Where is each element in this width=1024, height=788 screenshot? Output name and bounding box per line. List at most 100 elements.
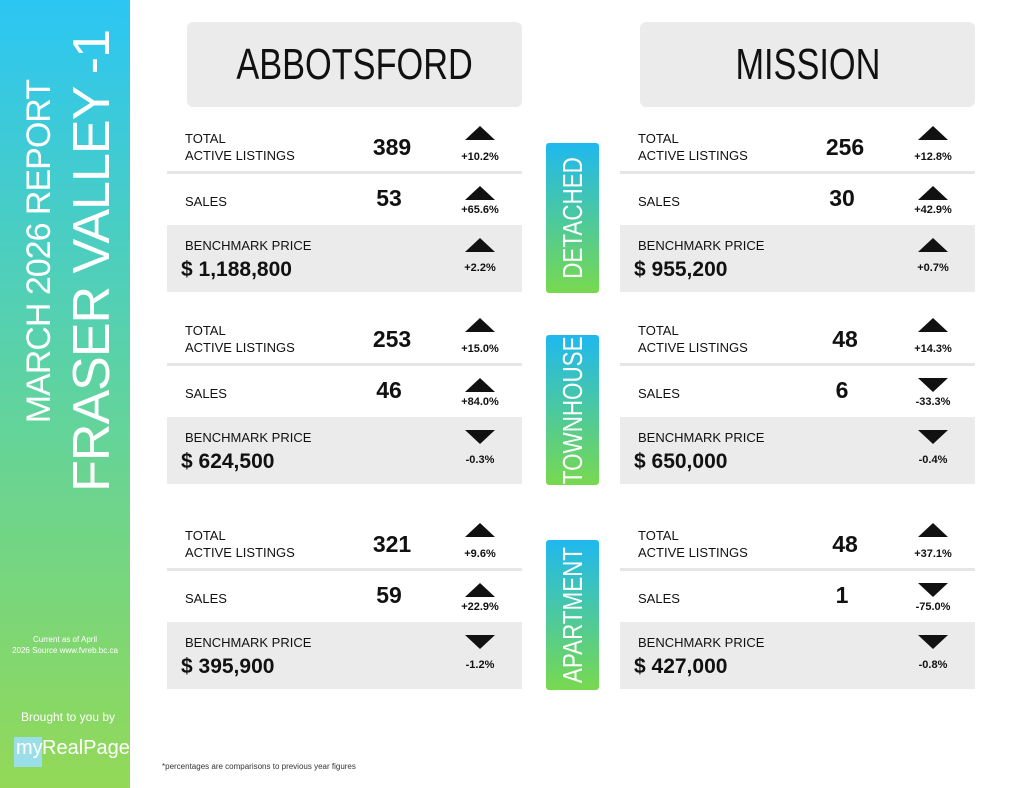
price-value: $ 624,500 <box>181 450 275 473</box>
arrow-down <box>918 430 948 444</box>
separator <box>167 171 522 174</box>
row-label: TOTAL <box>638 131 679 146</box>
price-change: -1.2% <box>465 659 495 671</box>
city-header: MISSION <box>640 22 975 107</box>
row-label: BENCHMARK PRICE <box>185 430 312 445</box>
listings-change: +12.8% <box>914 151 952 163</box>
sales-value: 46 <box>376 377 402 403</box>
row-label: SALES <box>638 194 680 209</box>
sidebar: MARCH 2026 REPORT FRASER VALLEY -1 Curre… <box>0 0 130 788</box>
listings-value: 48 <box>832 531 858 557</box>
arrow-up <box>465 186 495 200</box>
row-label: SALES <box>638 591 680 606</box>
sales-change: -75.0% <box>915 601 951 613</box>
sales-value: 6 <box>835 377 849 403</box>
listings-value: 256 <box>825 134 865 160</box>
listings-change: +15.0% <box>461 343 499 355</box>
arrow-up <box>465 238 495 252</box>
brought-by: Brought to you by <box>20 710 116 724</box>
note-line: Current as of April <box>32 635 98 644</box>
row-label: BENCHMARK PRICE <box>185 635 312 650</box>
price-box <box>620 225 975 292</box>
type-label: TOWNHOUSE <box>556 336 588 484</box>
report-title: MARCH 2026 REPORT <box>20 80 58 424</box>
separator <box>620 568 975 571</box>
row-label: ACTIVE LISTINGS <box>185 340 295 355</box>
separator <box>620 363 975 366</box>
type-label: APARTMENT <box>556 546 588 684</box>
price-change: -0.8% <box>918 659 948 671</box>
row-label: ACTIVE LISTINGS <box>638 545 748 560</box>
row-label: ACTIVE LISTINGS <box>185 545 295 560</box>
arrow-down <box>918 583 948 597</box>
city-header: ABBOTSFORD <box>187 22 522 107</box>
price-change: +0.7% <box>917 262 949 274</box>
listings-value: 321 <box>372 531 412 557</box>
city-name: MISSION <box>735 39 880 89</box>
price-value: $ 395,900 <box>181 655 275 678</box>
row-label: BENCHMARK PRICE <box>638 430 765 445</box>
listings-value: 253 <box>372 326 412 352</box>
listings-change: +10.2% <box>461 151 499 163</box>
price-change: +2.2% <box>464 262 496 274</box>
row-label: SALES <box>185 386 227 401</box>
row-label: BENCHMARK PRICE <box>185 238 312 253</box>
sales-change: -33.3% <box>915 396 951 408</box>
row-label: TOTAL <box>185 131 226 146</box>
arrow-up <box>465 523 495 537</box>
arrow-up <box>918 238 948 252</box>
arrow-up <box>465 126 495 140</box>
type-pill: TOWNHOUSE <box>546 335 599 485</box>
row-label: SALES <box>185 591 227 606</box>
arrow-down <box>465 430 495 444</box>
row-label: BENCHMARK PRICE <box>638 635 765 650</box>
arrow-down <box>918 378 948 392</box>
arrow-up <box>918 126 948 140</box>
price-value: $ 1,188,800 <box>181 258 292 281</box>
row-label: SALES <box>185 194 227 209</box>
separator <box>620 171 975 174</box>
arrow-up <box>465 583 495 597</box>
separator <box>167 568 522 571</box>
logo-my: my <box>16 737 43 759</box>
arrow-up <box>918 186 948 200</box>
price-box <box>620 622 975 689</box>
type-pill: APARTMENT <box>546 540 599 690</box>
listings-change: +14.3% <box>914 343 952 355</box>
sales-value: 1 <box>835 582 849 608</box>
listings-value: 48 <box>832 326 858 352</box>
row-label: TOTAL <box>638 528 679 543</box>
row-label: ACTIVE LISTINGS <box>638 340 748 355</box>
city-name: ABBOTSFORD <box>236 39 473 89</box>
row-label: ACTIVE LISTINGS <box>638 148 748 163</box>
sales-value: 59 <box>376 582 402 608</box>
type-label: DETACHED <box>556 157 588 279</box>
row-label: TOTAL <box>185 323 226 338</box>
price-change: -0.4% <box>918 454 948 466</box>
listings-change: +37.1% <box>914 548 952 560</box>
region-title: FRASER VALLEY -1 <box>63 30 121 492</box>
row-label: BENCHMARK PRICE <box>638 238 765 253</box>
footnote: *percentages are comparisons to previous… <box>162 762 356 771</box>
logo-brand: RealPage <box>42 737 130 759</box>
logo-box <box>14 737 42 767</box>
sales-change: +22.9% <box>461 601 499 613</box>
row-label: TOTAL <box>638 323 679 338</box>
arrow-up <box>465 318 495 332</box>
type-pill: DETACHED <box>546 143 599 293</box>
source-note: Current as of April 2026 Source www.fvre… <box>0 634 130 656</box>
arrow-up <box>918 318 948 332</box>
row-label: SALES <box>638 386 680 401</box>
price-box <box>167 622 522 689</box>
price-value: $ 955,200 <box>634 258 728 281</box>
price-value: $ 650,000 <box>634 450 728 473</box>
sales-change: +65.6% <box>461 204 499 216</box>
note-line: 2026 Source www.fvreb.bc.ca <box>12 646 118 655</box>
arrow-up <box>465 378 495 392</box>
listings-value: 389 <box>372 134 412 160</box>
price-box <box>167 417 522 484</box>
row-label: TOTAL <box>185 528 226 543</box>
sales-change: +84.0% <box>461 396 499 408</box>
separator <box>167 363 522 366</box>
